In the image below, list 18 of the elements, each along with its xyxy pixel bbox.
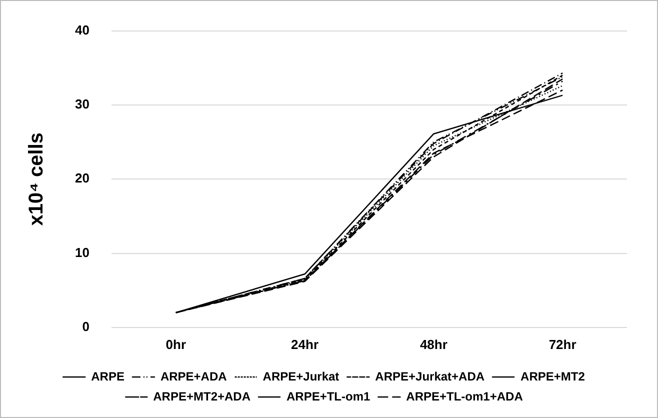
- y-tick-label: 30: [74, 96, 90, 112]
- x-tick-label: 24hr: [291, 336, 319, 352]
- y-tick-label: 10: [74, 244, 90, 260]
- legend-label: ARPE+ADA: [160, 369, 228, 384]
- legend-label: ARPE+MT2: [520, 369, 586, 384]
- legend-label: ARPE+MT2+ADA: [153, 389, 251, 404]
- x-tick-label: 0hr: [166, 336, 186, 352]
- y-tick-label: 40: [74, 22, 90, 38]
- y-tick-label: 0: [82, 318, 90, 334]
- y-axis-title: x10⁴ cells: [26, 132, 48, 226]
- legend-label: ARPE+TL-om1+ADA: [406, 389, 524, 404]
- x-tick-label: 48hr: [420, 336, 448, 352]
- y-tick-label: 20: [74, 170, 90, 186]
- legend-label: ARPE+Jurkat: [262, 369, 340, 384]
- legend-label: ARPE: [91, 369, 124, 384]
- x-tick-label: 72hr: [548, 336, 576, 352]
- legend-label: ARPE+TL-om1: [286, 389, 370, 404]
- legend-label: ARPE+Jurkat+ADA: [375, 369, 485, 384]
